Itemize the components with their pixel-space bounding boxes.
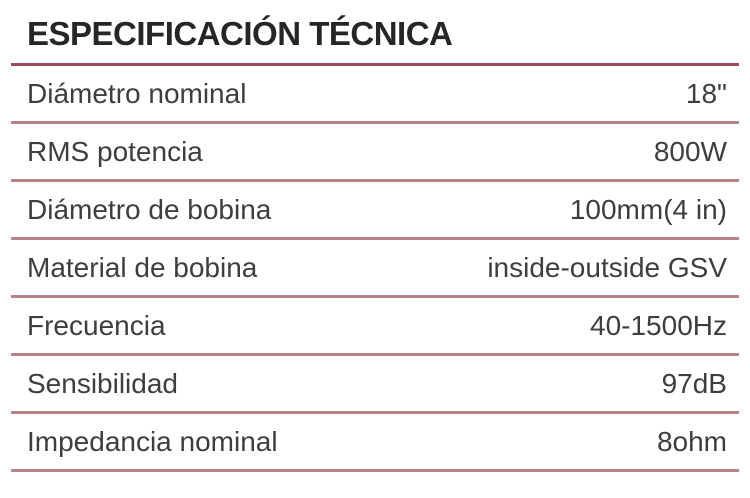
table-row: Frecuencia 40-1500Hz (11, 298, 739, 356)
spec-value: 97dB (661, 367, 727, 399)
table-row: RMS potencia 800W (11, 124, 739, 182)
spec-value: 8ohm (656, 425, 727, 457)
table-row: Diámetro nominal 18" (11, 66, 739, 124)
page-title: ESPECIFICACIÓN TÉCNICA (11, 0, 739, 66)
spec-table: Diámetro nominal 18" RMS potencia 800W D… (11, 66, 739, 472)
table-row: Material de bobina inside-outside GSV (11, 240, 739, 298)
spec-value: 100mm(4 in) (569, 193, 727, 225)
spec-value: 40-1500Hz (590, 309, 727, 341)
table-row: Sensibilidad 97dB (11, 356, 739, 414)
spec-label: Impedancia nominal (27, 425, 278, 457)
spec-label: Diámetro nominal (27, 77, 247, 109)
spec-value: 18" (685, 77, 727, 109)
table-row: Impedancia nominal 8ohm (11, 414, 739, 472)
spec-label: Material de bobina (27, 251, 258, 283)
table-row: Diámetro de bobina 100mm(4 in) (11, 182, 739, 240)
spec-value: 800W (653, 135, 727, 167)
spec-label: Frecuencia (27, 309, 166, 341)
spec-label: Diámetro de bobina (27, 193, 272, 225)
spec-value: inside-outside GSV (487, 251, 727, 283)
spec-label: Sensibilidad (27, 367, 178, 399)
spec-label: RMS potencia (27, 135, 203, 167)
